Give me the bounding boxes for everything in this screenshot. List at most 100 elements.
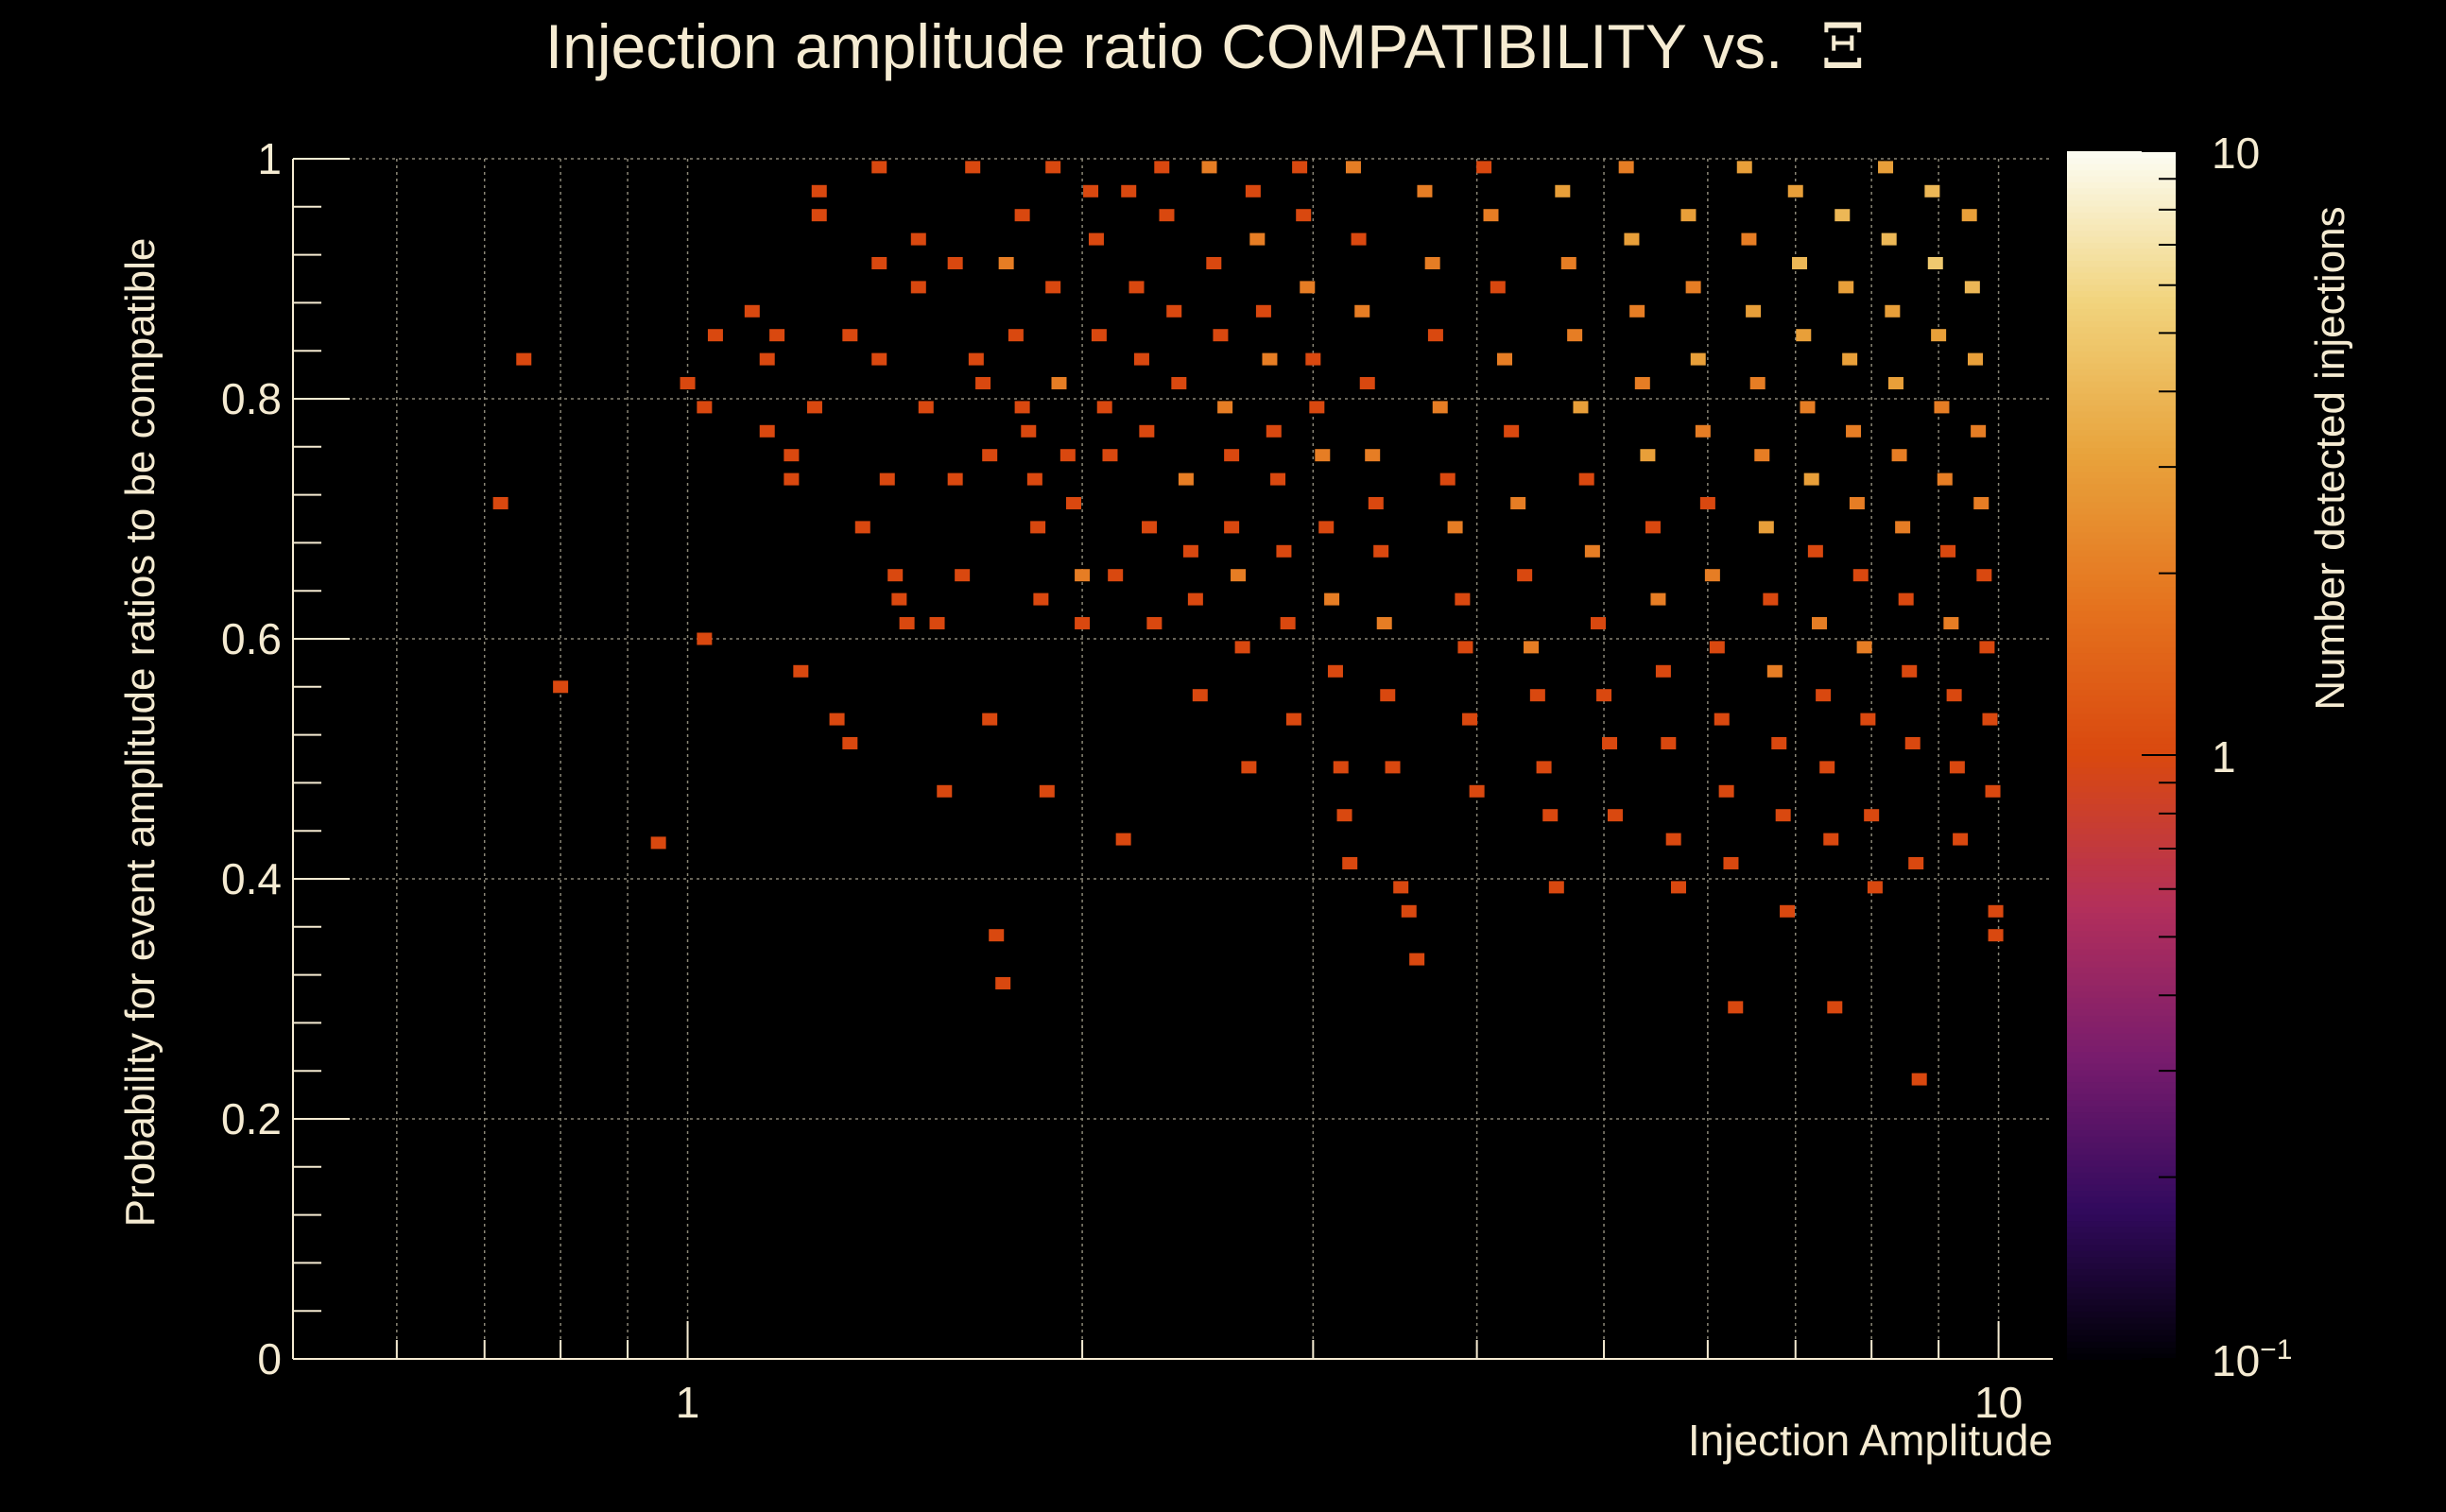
heatmap-cell — [1852, 569, 1869, 582]
heatmap-cell — [1979, 641, 1995, 654]
heatmap-cell — [1827, 1001, 1843, 1014]
color-scale-band — [2067, 905, 2176, 914]
heatmap-cell — [1860, 713, 1876, 726]
color-scale-band — [2067, 857, 2176, 866]
heatmap-cell — [1376, 616, 1392, 629]
color-scale-band — [2067, 773, 2176, 781]
color-scale-band — [2067, 428, 2176, 437]
heatmap-cell — [1217, 401, 1233, 414]
color-scale-band — [2067, 730, 2176, 738]
color-scale-band — [2067, 706, 2176, 714]
color-scale-band — [2067, 230, 2176, 237]
color-scale-band — [2067, 1226, 2176, 1233]
heatmap-cell — [1510, 496, 1526, 509]
heatmap-cell — [1462, 713, 1478, 726]
heatmap-cell — [1427, 329, 1443, 342]
color-scale-band — [2067, 187, 2176, 195]
heatmap-cell — [1234, 641, 1250, 654]
color-scale-band — [2067, 627, 2176, 636]
heatmap-cell — [1490, 281, 1506, 294]
color-scale-band — [2067, 604, 2176, 611]
color-scale-band — [2067, 477, 2176, 485]
heatmap-cell — [1083, 184, 1099, 198]
heatmap-cell — [1640, 449, 1656, 462]
color-scale-band — [2067, 235, 2176, 243]
y-axis-label: Probability for event amplitude ratios t… — [117, 238, 164, 1228]
heatmap-cell — [1318, 521, 1335, 534]
heatmap-cell — [1846, 424, 1862, 438]
heatmap-cell — [811, 184, 827, 198]
heatmap-cell — [947, 256, 963, 269]
heatmap-cell — [842, 736, 858, 749]
heatmap-cell — [1296, 209, 1312, 222]
color-scale-band — [2067, 1322, 2176, 1331]
heatmap-cell — [1014, 209, 1030, 222]
heatmap-cell — [1796, 329, 1812, 342]
color-scale-band — [2067, 960, 2176, 968]
heatmap-cell — [744, 304, 760, 318]
color-scale-band — [2067, 1268, 2176, 1276]
heatmap-cell — [1898, 593, 1914, 606]
heatmap-cell — [1102, 449, 1118, 462]
heatmap-cell — [1439, 472, 1456, 486]
color-scale-band — [2067, 1171, 2176, 1179]
color-scale-band — [2067, 887, 2176, 895]
heatmap-cell — [1201, 161, 1217, 174]
heatmap-cell — [899, 616, 915, 629]
color-scale-band — [2067, 338, 2176, 346]
color-scale-band — [2067, 301, 2176, 310]
color-scale-band — [2067, 869, 2176, 877]
heatmap-cell — [1838, 281, 1854, 294]
heatmap-cell — [929, 616, 945, 629]
color-scale-band — [2067, 543, 2176, 551]
color-scale-band — [2067, 664, 2176, 672]
color-scale-band — [2067, 839, 2176, 847]
heatmap-cell — [1401, 904, 1417, 918]
heatmap-cell — [1192, 689, 1208, 702]
heatmap-cell — [1911, 1073, 1927, 1086]
color-scale-band — [2067, 362, 2176, 370]
color-scale-band — [2067, 1262, 2176, 1270]
heatmap-cell — [1937, 472, 1953, 486]
heatmap-cell — [1409, 953, 1425, 966]
heatmap-cell — [891, 593, 907, 606]
color-scale-band — [2067, 893, 2176, 902]
heatmap-cell — [1368, 496, 1384, 509]
z-tick-label: 10 — [2212, 129, 2260, 178]
color-scale-band — [2067, 597, 2176, 606]
y-tick-label: 0.8 — [221, 374, 282, 423]
color-scale-band — [2067, 682, 2176, 690]
color-scale-band — [2067, 912, 2176, 919]
heatmap-cell — [1823, 833, 1839, 846]
color-scale-band — [2067, 1105, 2176, 1113]
heatmap-cell — [1424, 256, 1440, 269]
heatmap-cell — [1142, 521, 1158, 534]
color-scale-band — [2067, 700, 2176, 708]
heatmap-cell — [784, 472, 800, 486]
heatmap-cell — [1560, 256, 1576, 269]
color-scale-band — [2067, 435, 2176, 442]
heatmap-cell — [1766, 664, 1783, 678]
y-tick-label: 0.4 — [221, 854, 282, 903]
color-scale-band — [2067, 513, 2176, 521]
color-scale-band — [2067, 1256, 2176, 1263]
heatmap-cell — [910, 232, 926, 246]
color-scale-band — [2067, 1141, 2176, 1149]
heatmap-cell — [1758, 521, 1774, 534]
heatmap-cell — [1834, 209, 1851, 222]
color-scale-band — [2067, 815, 2176, 823]
color-scale-band — [2067, 821, 2176, 829]
heatmap-cell — [1483, 209, 1499, 222]
y-tick-label: 0.6 — [221, 614, 282, 663]
color-scale-band — [2067, 748, 2176, 756]
color-scale-band — [2067, 332, 2176, 340]
heatmap-cell — [1634, 376, 1650, 389]
color-scale-band — [2067, 725, 2176, 732]
heatmap-cell — [1051, 376, 1067, 389]
heatmap-cell — [1867, 881, 1883, 894]
heatmap-cell — [1292, 161, 1308, 174]
heatmap-cell — [1709, 641, 1725, 654]
color-scale-band — [2067, 326, 2176, 334]
color-scale-band — [2067, 525, 2176, 533]
color-scale-band — [2067, 900, 2176, 907]
